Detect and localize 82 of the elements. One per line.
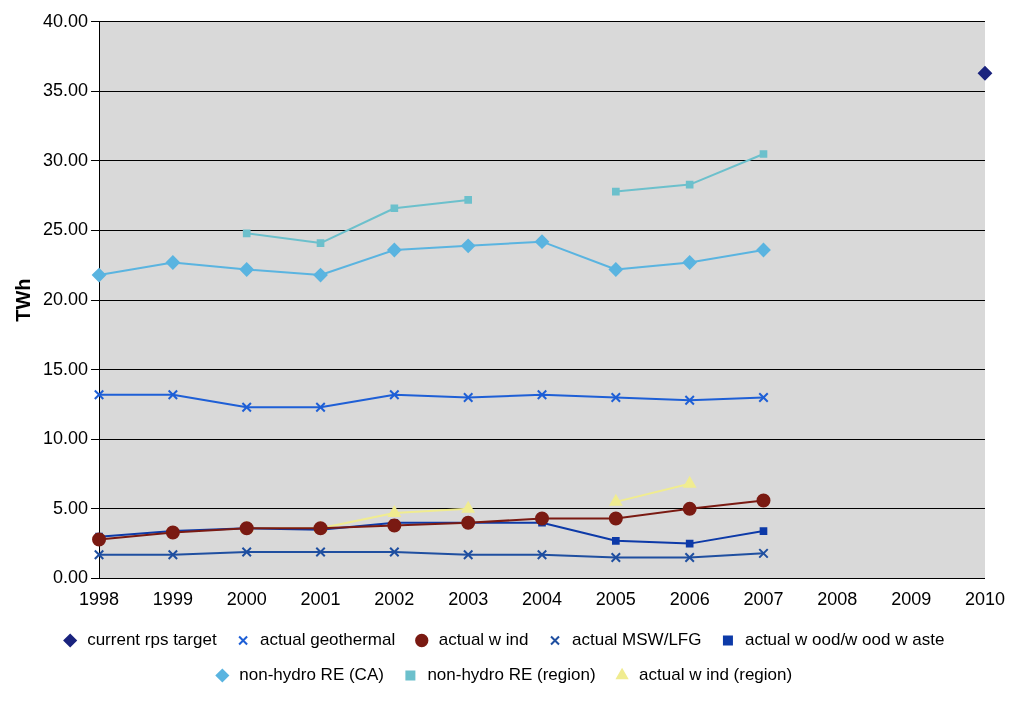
point [93, 549, 105, 560]
legend-label: actual w ood/w ood w aste [744, 630, 945, 650]
y-axis-title: TWh [11, 278, 34, 322]
point [682, 255, 697, 270]
point [315, 546, 326, 558]
y-tick-label: 0.00 [53, 567, 89, 588]
point [313, 268, 328, 283]
point [92, 268, 107, 283]
point [389, 546, 400, 558]
point [390, 204, 399, 213]
legend-label: non-hydro RE (CA) [239, 665, 384, 685]
point [93, 389, 105, 400]
point [684, 395, 695, 406]
x-tick-label: 2001 [300, 589, 341, 610]
point [683, 476, 696, 488]
legend-label: actual w ind [438, 630, 529, 650]
y-tick-label: 10.00 [43, 428, 89, 449]
point [165, 255, 180, 270]
point [165, 525, 180, 540]
point [536, 549, 548, 560]
x-tick-label: 2009 [891, 589, 932, 610]
x-tick-label: 1998 [79, 589, 120, 610]
legend-label: actual MSW/LFG [572, 630, 702, 650]
point [758, 548, 769, 559]
legend-label: current rps target [87, 630, 217, 650]
point [387, 243, 402, 258]
point [682, 501, 697, 516]
point [389, 389, 400, 400]
point [758, 392, 769, 403]
point [461, 238, 476, 253]
y-tick-label: 15.00 [43, 358, 89, 379]
point [92, 532, 107, 547]
point [316, 239, 325, 247]
point [759, 150, 768, 158]
legend-label: actual geothermal [260, 630, 396, 650]
x-tick-label: 2004 [521, 589, 563, 610]
y-tick-label: 35.00 [43, 80, 89, 101]
point [684, 552, 695, 563]
y-tick-label: 40.00 [43, 10, 89, 31]
point [461, 515, 476, 530]
x-tick-label: 2010 [964, 589, 1005, 610]
point [609, 494, 623, 506]
point [167, 389, 179, 400]
x-tick-label: 2000 [226, 589, 267, 610]
point [612, 537, 620, 545]
point [535, 511, 550, 526]
point [315, 402, 326, 413]
point [461, 501, 475, 513]
point [756, 243, 771, 258]
point [610, 392, 622, 403]
point [167, 549, 179, 560]
point [239, 262, 254, 277]
point [464, 196, 473, 204]
point [241, 402, 252, 413]
point [759, 527, 768, 535]
y-tick-label: 30.00 [43, 149, 89, 170]
point [610, 552, 622, 563]
point [977, 66, 992, 81]
x-tick-label: 2005 [595, 589, 636, 610]
x-tick-label: 2008 [817, 589, 858, 610]
point [612, 187, 620, 196]
point [462, 549, 474, 560]
y-tick-label: 25.00 [43, 219, 89, 240]
point [241, 546, 252, 558]
point [535, 234, 550, 249]
point [608, 262, 623, 277]
point [608, 511, 623, 526]
legend-label: actual w ind (region) [639, 665, 793, 685]
x-tick-label: 2006 [669, 589, 710, 610]
x-tick-label: 2007 [743, 589, 784, 610]
x-tick-label: 2002 [374, 589, 415, 610]
point [242, 229, 251, 238]
point [756, 493, 771, 508]
point [462, 392, 474, 403]
x-tick-label: 2003 [448, 589, 489, 610]
point [536, 389, 548, 400]
legend-label: non-hydro RE (region) [427, 665, 596, 685]
x-tick-label: 1999 [152, 589, 193, 610]
point [387, 518, 402, 533]
y-tick-label: 20.00 [43, 289, 89, 310]
point [388, 506, 401, 517]
y-tick-label: 5.00 [53, 497, 89, 518]
